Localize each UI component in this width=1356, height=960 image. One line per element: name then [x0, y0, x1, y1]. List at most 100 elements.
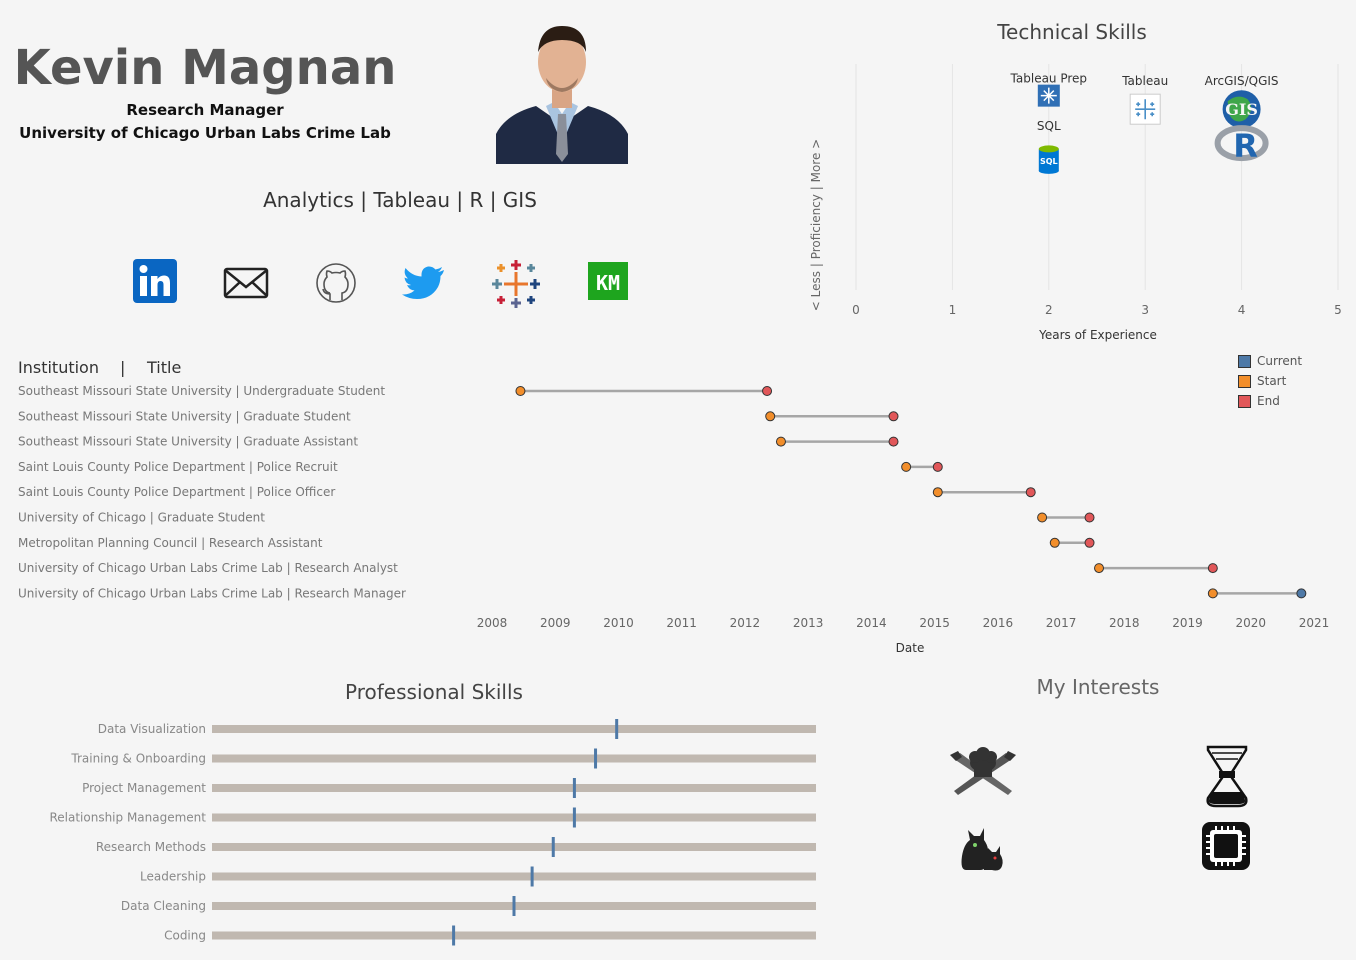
- svg-text:SQL: SQL: [1040, 157, 1058, 166]
- skill-track: [212, 725, 816, 733]
- skill-row: Project Management: [82, 778, 816, 798]
- skill-level-marker: [530, 866, 534, 887]
- skill-track: [212, 843, 816, 851]
- skill-level-marker: [512, 896, 516, 916]
- linkedin-link[interactable]: [130, 256, 182, 308]
- timeline-start-dot: [1037, 512, 1048, 523]
- skill-level-marker: [572, 778, 576, 798]
- timeline-end-dot: [932, 461, 943, 472]
- years-axis-label: Years of Experience: [1038, 328, 1157, 342]
- skill-row: Relationship Management: [49, 807, 816, 828]
- skill-label: Coding: [164, 929, 206, 943]
- tech-x-tick: 5: [1334, 303, 1342, 317]
- tableau-public-link[interactable]: [488, 256, 540, 308]
- email-link[interactable]: [220, 256, 272, 308]
- skill-track: [212, 872, 816, 881]
- skill-level-marker: [551, 837, 555, 857]
- timeline-x-tick: 2018: [1109, 616, 1140, 630]
- tableau-icon: [1129, 93, 1161, 125]
- legend-end: End: [1238, 394, 1280, 408]
- skill-level-marker: [572, 807, 576, 828]
- skill-level-marker: [452, 925, 456, 946]
- career-timeline: Institution | Title Southeast Missouri S…: [18, 358, 1330, 655]
- timeline-end-dot: [1084, 512, 1095, 523]
- timeline-row-label: Southeast Missouri State University | Un…: [18, 384, 385, 398]
- timeline-current-dot: [1296, 588, 1307, 599]
- tagline: Analytics | Tableau | R | GIS: [263, 188, 537, 212]
- tech-point-label-sql: SQL: [1037, 119, 1061, 133]
- skill-track: [212, 813, 816, 822]
- chip-icon: [1202, 822, 1250, 870]
- skill-label: Relationship Management: [49, 811, 206, 825]
- timeline-start-dot: [765, 411, 776, 422]
- cats-icon: [961, 828, 1003, 871]
- skill-track: [212, 931, 816, 940]
- tech-x-tick: 3: [1141, 303, 1149, 317]
- title-header: Title: [146, 358, 181, 377]
- skill-level-marker: [615, 719, 619, 739]
- timeline-x-tick: 2020: [1235, 616, 1266, 630]
- organization: University of Chicago Urban Labs Crime L…: [19, 124, 391, 142]
- interests-title: My Interests: [1036, 675, 1160, 699]
- skill-track: [212, 784, 816, 792]
- skill-row: Training & Onboarding: [70, 748, 816, 769]
- r-logo-icon: R: [1214, 125, 1269, 165]
- timeline-row-label: University of Chicago | Graduate Student: [18, 511, 265, 525]
- skill-track: [212, 754, 816, 763]
- header-separator: |: [120, 358, 125, 377]
- timeline-start-dot: [901, 461, 912, 472]
- timeline-end-dot: [1207, 563, 1218, 574]
- skill-row: Research Methods: [96, 837, 816, 857]
- legend-label-end: End: [1257, 394, 1280, 408]
- timeline-x-tick: 2015: [919, 616, 950, 630]
- timeline-x-tick: 2017: [1046, 616, 1077, 630]
- timeline-x-tick: 2014: [856, 616, 887, 630]
- svg-text:R: R: [1233, 127, 1258, 165]
- profile-photo: [496, 14, 628, 164]
- timeline-row: Southeast Missouri State University | Gr…: [18, 435, 899, 449]
- tech-x-tick: 4: [1238, 303, 1246, 317]
- personal-site-link[interactable]: KM: [584, 256, 636, 308]
- timeline-start-dot: [775, 436, 786, 447]
- timeline-start-dot: [1207, 588, 1218, 599]
- github-icon: [316, 263, 356, 303]
- timeline-row: Metropolitan Planning Council | Research…: [18, 536, 1095, 550]
- technical-skills-chart: < Less | Proficiency | More > 0 1 2 3 4 5 Tab…: [809, 64, 1342, 342]
- timeline-row: Southeast Missouri State University | Un…: [18, 384, 773, 398]
- legend-swatch-end: [1238, 395, 1251, 408]
- timeline-row: Saint Louis County Police Department | P…: [18, 460, 943, 474]
- skill-label: Research Methods: [96, 840, 206, 854]
- legend-swatch-start: [1238, 375, 1251, 388]
- skill-label: Data Cleaning: [121, 899, 206, 913]
- skill-label: Data Visualization: [98, 722, 206, 736]
- timeline-x-tick: 2013: [793, 616, 824, 630]
- github-link[interactable]: [310, 256, 362, 308]
- twitter-bird-icon: [402, 266, 444, 299]
- timeline-end-dot: [888, 411, 899, 422]
- timeline-end-dot: [762, 386, 773, 396]
- tech-x-tick: 0: [852, 303, 860, 317]
- timeline-x-tick: 2010: [603, 616, 634, 630]
- timeline-x-tick: 2021: [1299, 616, 1330, 630]
- gis-globe-icon: GIS: [1222, 90, 1261, 129]
- skill-row: Coding: [164, 925, 816, 946]
- timeline-x-tick: 2009: [540, 616, 571, 630]
- twitter-link[interactable]: [398, 256, 450, 308]
- proficiency-axis-label: < Less | Proficiency | More >: [809, 139, 823, 311]
- tech-point-label-arcgis-qgis: ArcGIS/QGIS: [1205, 74, 1279, 88]
- chemex-icon: [1206, 745, 1248, 808]
- timeline-end-dot: [888, 436, 899, 447]
- legend-label-current: Current: [1257, 354, 1303, 368]
- timeline-row: University of Chicago | Graduate Student: [18, 511, 1095, 525]
- technical-skills-title: Technical Skills: [997, 20, 1147, 44]
- timeline-row: University of Chicago Urban Labs Crime L…: [18, 561, 1218, 575]
- timeline-start-dot: [515, 386, 526, 396]
- timeline-x-tick: 2008: [477, 616, 508, 630]
- timeline-start-dot: [932, 487, 943, 498]
- timeline-row-label: Metropolitan Planning Council | Research…: [18, 536, 323, 550]
- skill-label: Training & Onboarding: [70, 752, 206, 766]
- skill-row: Leadership: [140, 866, 816, 887]
- skill-row: Data Visualization: [98, 719, 816, 739]
- timeline-row-label: Southeast Missouri State University | Gr…: [18, 409, 351, 423]
- timeline-end-dot: [1084, 537, 1095, 548]
